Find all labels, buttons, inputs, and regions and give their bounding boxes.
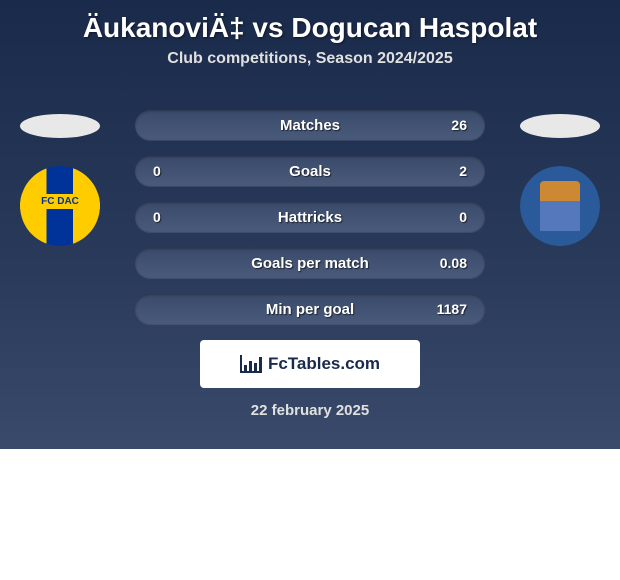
stat-label: Goals per match xyxy=(135,255,485,272)
player-silhouette-right xyxy=(520,114,600,138)
stat-row-matches: Matches 26 xyxy=(135,110,485,140)
stat-label: Goals xyxy=(135,163,485,180)
club-badge-right-icon xyxy=(520,166,600,246)
stat-row-goals-per-match: Goals per match 0.08 xyxy=(135,248,485,278)
stat-row-goals: 0 Goals 2 xyxy=(135,156,485,186)
stat-label: Hattricks xyxy=(135,209,485,226)
stats-area: Matches 26 0 Goals 2 0 Hattricks 0 Goals… xyxy=(0,86,620,419)
stat-label: Min per goal xyxy=(135,301,485,318)
stat-label: Matches xyxy=(135,117,485,134)
stat-rows: Matches 26 0 Goals 2 0 Hattricks 0 Goals… xyxy=(135,86,485,324)
comparison-card: ÄukanoviÄ‡ vs Dogucan Haspolat Club comp… xyxy=(0,0,620,449)
club-badge-left xyxy=(20,166,100,246)
branding-box[interactable]: FcTables.com xyxy=(200,340,420,388)
season-subtitle: Club competitions, Season 2024/2025 xyxy=(0,50,620,86)
date-label: 22 february 2025 xyxy=(0,388,620,419)
branding-text: FcTables.com xyxy=(268,354,380,374)
club-badge-right xyxy=(520,166,600,246)
page-title: ÄukanoviÄ‡ vs Dogucan Haspolat xyxy=(0,0,620,50)
stat-row-hattricks: 0 Hattricks 0 xyxy=(135,202,485,232)
stat-row-min-per-goal: Min per goal 1187 xyxy=(135,294,485,324)
player-silhouette-left xyxy=(20,114,100,138)
chart-icon xyxy=(240,355,262,373)
dac-badge-icon xyxy=(20,166,100,246)
